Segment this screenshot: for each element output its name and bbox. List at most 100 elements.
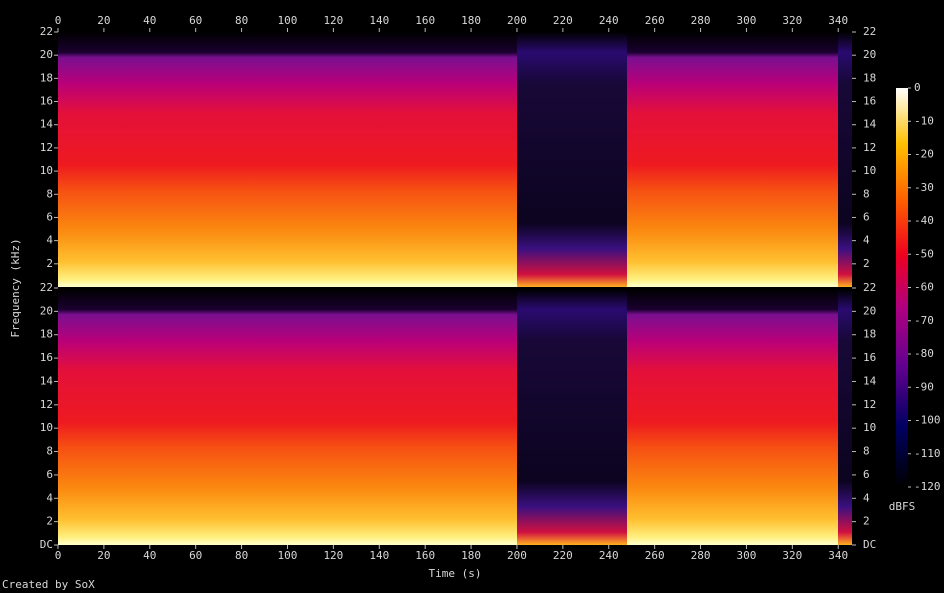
x-tick-label: 120 <box>323 14 343 27</box>
x-tick-label: 240 <box>599 549 619 562</box>
colorbar-tick-label: -10 <box>914 114 934 127</box>
footer: Created by SoX <box>2 578 95 591</box>
y-tick-label: 8 <box>863 445 870 458</box>
y-tick-label: 22 <box>40 281 53 294</box>
y-tick-label: 18 <box>40 328 53 341</box>
y-tick-label: 10 <box>40 421 53 434</box>
x-tick-label: 220 <box>553 549 573 562</box>
colorbar-tick-label: -70 <box>914 314 934 327</box>
x-tick-label: 260 <box>645 549 665 562</box>
y-tick-label: 14 <box>863 374 877 387</box>
x-axis-label: Time (s) <box>429 567 482 580</box>
y-tick-label: 6 <box>863 210 870 223</box>
colorbar-tick-label: -80 <box>914 347 934 360</box>
y-tick-label: 6 <box>46 210 53 223</box>
x-tick-label: 40 <box>143 549 156 562</box>
colorbar-label: dBFS <box>889 500 916 513</box>
x-tick-label: 140 <box>369 14 389 27</box>
y-tick-label: 8 <box>863 187 870 200</box>
y-tick-label: 18 <box>863 328 876 341</box>
x-tick-label: 280 <box>691 14 711 27</box>
colorbar-tick-label: -20 <box>914 148 934 161</box>
y-tick-label: 22 <box>863 25 876 38</box>
x-tick-label: 240 <box>599 14 619 27</box>
x-tick-label: 160 <box>415 14 435 27</box>
y-tick-label: 10 <box>863 421 876 434</box>
spectrogram-top <box>58 32 852 287</box>
x-tick-label: 20 <box>97 14 110 27</box>
x-tick-label: 340 <box>828 14 848 27</box>
x-tick-label: 80 <box>235 14 248 27</box>
y-tick-label: 16 <box>40 95 53 108</box>
y-tick-label: 20 <box>863 304 876 317</box>
y-tick-label: 2 <box>46 257 53 270</box>
y-tick-label: 20 <box>40 48 53 61</box>
colorbar-tick-label: -60 <box>914 281 934 294</box>
y-tick-label: 10 <box>40 164 53 177</box>
y-tick-label: 16 <box>863 95 876 108</box>
x-tick-label: 260 <box>645 14 665 27</box>
x-tick-label: 220 <box>553 14 573 27</box>
y-tick-label: 6 <box>46 468 53 481</box>
x-tick-label: 320 <box>782 14 802 27</box>
y-tick-label: 14 <box>40 374 54 387</box>
colorbar <box>896 88 908 487</box>
x-tick-label: 140 <box>369 549 389 562</box>
colorbar-tick-label: -90 <box>914 380 934 393</box>
x-tick-label: 60 <box>189 549 202 562</box>
y-tick-label: DC <box>40 538 53 551</box>
y-tick-label: 18 <box>40 71 53 84</box>
colorbar-tick-label: -40 <box>914 214 934 227</box>
y-tick-label: 4 <box>863 491 870 504</box>
y-tick-label: 4 <box>46 234 53 247</box>
y-tick-label: 2 <box>863 515 870 528</box>
x-tick-label: 340 <box>828 549 848 562</box>
y-tick-label: 16 <box>863 351 876 364</box>
colorbar-tick-label: -100 <box>914 414 941 427</box>
x-tick-label: 100 <box>278 549 298 562</box>
y-tick-label: 14 <box>40 118 54 131</box>
colorbar-tick-label: -30 <box>914 181 934 194</box>
x-tick-label: 300 <box>737 14 757 27</box>
y-tick-label: 6 <box>863 468 870 481</box>
x-tick-label: 120 <box>323 549 343 562</box>
x-tick-label: 0 <box>55 14 62 27</box>
x-tick-label: 60 <box>189 14 202 27</box>
x-tick-label: 160 <box>415 549 435 562</box>
y-tick-label: 4 <box>46 491 53 504</box>
y-tick-label: 4 <box>863 234 870 247</box>
x-tick-label: 300 <box>737 549 757 562</box>
y-tick-label: 18 <box>863 71 876 84</box>
x-tick-label: 180 <box>461 14 481 27</box>
y-tick-label: 10 <box>863 164 876 177</box>
y-tick-label: 8 <box>46 187 53 200</box>
colorbar-tick-label: -50 <box>914 247 934 260</box>
y-tick-label: 8 <box>46 445 53 458</box>
y-tick-label: 14 <box>863 118 877 131</box>
colorbar-tick-label: -120 <box>914 480 941 493</box>
y-tick-label: 16 <box>40 351 53 364</box>
y-tick-label: 2 <box>863 257 870 270</box>
y-tick-label: 12 <box>863 398 876 411</box>
y-axis-label: Frequency (kHz) <box>9 238 22 337</box>
x-tick-label: 320 <box>782 549 802 562</box>
x-tick-label: 80 <box>235 549 248 562</box>
x-tick-label: 100 <box>278 14 298 27</box>
colorbar-tick-label: 0 <box>914 81 921 94</box>
x-tick-label: 200 <box>507 14 527 27</box>
x-tick-label: 280 <box>691 549 711 562</box>
x-tick-label: 0 <box>55 549 62 562</box>
y-tick-label: 12 <box>863 141 876 154</box>
y-tick-label: 12 <box>40 141 53 154</box>
x-tick-label: 180 <box>461 549 481 562</box>
x-tick-label: 20 <box>97 549 110 562</box>
y-tick-label: 20 <box>40 304 53 317</box>
y-tick-label: 20 <box>863 48 876 61</box>
y-tick-label: 22 <box>863 281 876 294</box>
colorbar-tick-label: -110 <box>914 447 941 460</box>
x-tick-label: 40 <box>143 14 156 27</box>
y-tick-label: 12 <box>40 398 53 411</box>
y-tick-label: 22 <box>40 25 53 38</box>
